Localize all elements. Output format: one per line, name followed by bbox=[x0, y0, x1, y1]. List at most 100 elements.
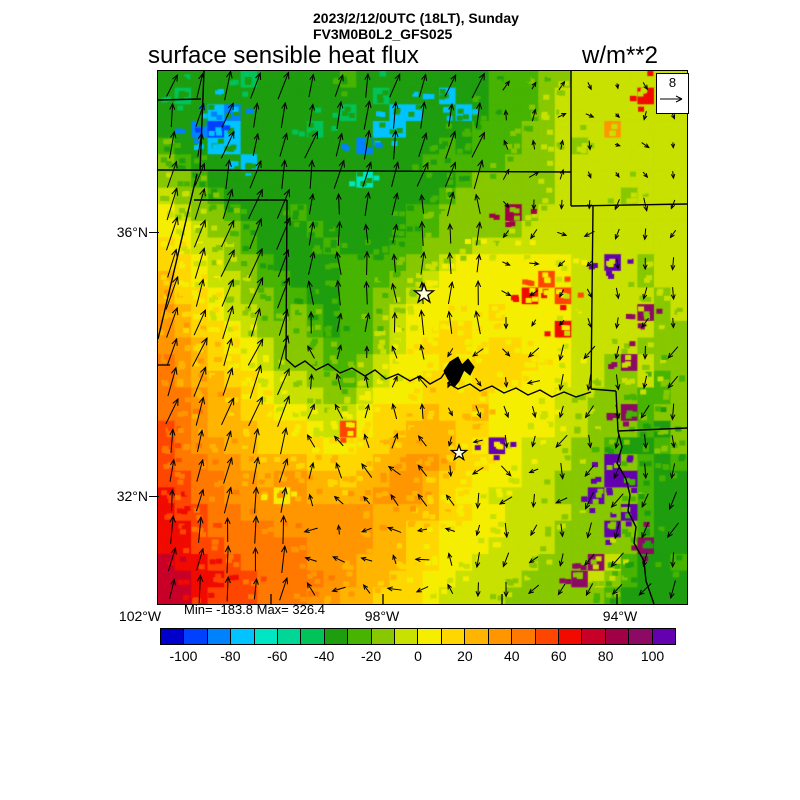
wind-vector-head bbox=[364, 374, 369, 381]
wind-vector-head bbox=[472, 439, 479, 444]
wind-vector bbox=[279, 577, 288, 601]
wind-vector bbox=[338, 525, 340, 535]
wind-vector-head bbox=[448, 471, 453, 478]
wind-vector bbox=[671, 403, 675, 420]
wind-vector bbox=[195, 489, 204, 512]
wind-vector bbox=[304, 527, 318, 533]
wind-vector bbox=[527, 380, 541, 384]
wind-vector bbox=[392, 403, 398, 420]
wind-vector-head bbox=[448, 103, 455, 111]
wind-vector-head bbox=[420, 101, 427, 109]
wind-vector-head bbox=[527, 588, 534, 595]
wind-vector bbox=[477, 492, 480, 508]
wind-vector bbox=[309, 494, 314, 507]
wind-vector bbox=[337, 280, 341, 306]
wind-vector-head bbox=[337, 132, 344, 140]
wind-vector-head bbox=[282, 132, 289, 140]
wind-vector bbox=[307, 345, 315, 359]
wind-vector bbox=[638, 583, 652, 596]
wind-vector bbox=[671, 463, 676, 479]
wind-vector-head bbox=[392, 223, 399, 231]
wind-vector bbox=[415, 558, 430, 561]
wind-vector-head bbox=[363, 433, 369, 440]
wind-vector bbox=[559, 553, 564, 566]
wind-vector-head bbox=[253, 456, 260, 465]
wind-vector-head bbox=[476, 412, 482, 419]
wind-vector-head bbox=[283, 367, 290, 376]
map-overlay bbox=[158, 71, 687, 604]
wind-vector bbox=[306, 582, 316, 596]
wind-vector bbox=[279, 133, 288, 157]
wind-vector bbox=[615, 228, 620, 240]
wind-vector-head bbox=[559, 168, 565, 175]
wind-vector-head bbox=[280, 159, 288, 168]
wind-vector-head bbox=[336, 524, 342, 530]
colorbar bbox=[160, 628, 676, 645]
wind-vector-head bbox=[303, 528, 310, 534]
wind-vector-head bbox=[419, 193, 425, 201]
colorbar-label: -100 bbox=[169, 648, 198, 664]
wind-vector bbox=[644, 228, 647, 240]
wind-vector-head bbox=[172, 397, 179, 406]
wind-vector bbox=[531, 405, 536, 418]
wind-vector bbox=[166, 74, 178, 97]
wind-vector-head bbox=[615, 413, 621, 420]
wind-vector bbox=[335, 463, 343, 479]
wind-vector-head bbox=[531, 139, 537, 146]
wind-vector bbox=[444, 162, 456, 187]
wind-vector-head bbox=[448, 410, 453, 417]
wind-vector bbox=[248, 248, 263, 279]
wind-vector-head bbox=[642, 353, 648, 360]
wind-vector-head bbox=[419, 402, 425, 410]
colorbar-segment bbox=[395, 628, 419, 645]
wind-vector bbox=[364, 434, 370, 448]
wind-vector-head bbox=[393, 432, 399, 440]
wind-vector-head bbox=[475, 502, 481, 510]
wind-vector-head bbox=[253, 427, 260, 436]
wind-vector bbox=[166, 161, 177, 188]
wind-vector bbox=[392, 555, 397, 565]
wind-vector-head bbox=[613, 472, 619, 480]
wind-vector bbox=[220, 249, 235, 277]
wind-vector bbox=[362, 162, 372, 188]
wind-vector bbox=[531, 82, 537, 90]
lon-tick-label: 94°W bbox=[602, 608, 638, 624]
wind-vector bbox=[560, 140, 564, 150]
wind-vector bbox=[643, 375, 647, 389]
wind-vector-head bbox=[363, 495, 369, 502]
wind-vector-head bbox=[311, 130, 319, 139]
wind-vector bbox=[502, 552, 510, 567]
wind-vector-head bbox=[558, 412, 564, 419]
wind-vector bbox=[388, 466, 401, 476]
wind-vector-head bbox=[360, 556, 367, 562]
wind-vector bbox=[363, 584, 371, 594]
wind-vector-head bbox=[669, 592, 675, 600]
wind-vector-head bbox=[198, 396, 206, 405]
wind-vector-head bbox=[172, 74, 178, 82]
wind-vector-head bbox=[587, 203, 592, 210]
wind-vector-head bbox=[586, 261, 592, 267]
wind-vector bbox=[364, 192, 370, 217]
wind-vector bbox=[336, 345, 342, 360]
wind-vector-head bbox=[666, 531, 673, 539]
wind-vector-head bbox=[169, 458, 176, 466]
colorbar-segment bbox=[254, 628, 279, 645]
wind-vector-head bbox=[584, 470, 591, 477]
wind-vector bbox=[365, 224, 369, 244]
wind-vector bbox=[641, 317, 649, 328]
wind-vector bbox=[588, 140, 591, 150]
wind-vector-head bbox=[448, 191, 455, 199]
wind-vector-head bbox=[363, 280, 370, 288]
wind-vector bbox=[198, 575, 201, 604]
wind-vector-head bbox=[198, 278, 205, 287]
wind-vector bbox=[643, 287, 648, 299]
wind-vector bbox=[392, 224, 397, 244]
wind-vector-head bbox=[332, 556, 339, 561]
wind-vector-head bbox=[670, 414, 676, 421]
wind-vector-head bbox=[309, 403, 315, 410]
wind-vector-head bbox=[307, 345, 313, 352]
lat-edge-tick bbox=[149, 231, 159, 233]
wind-vector bbox=[391, 346, 398, 359]
wind-vector-head bbox=[393, 375, 398, 382]
wind-vector bbox=[446, 494, 455, 506]
